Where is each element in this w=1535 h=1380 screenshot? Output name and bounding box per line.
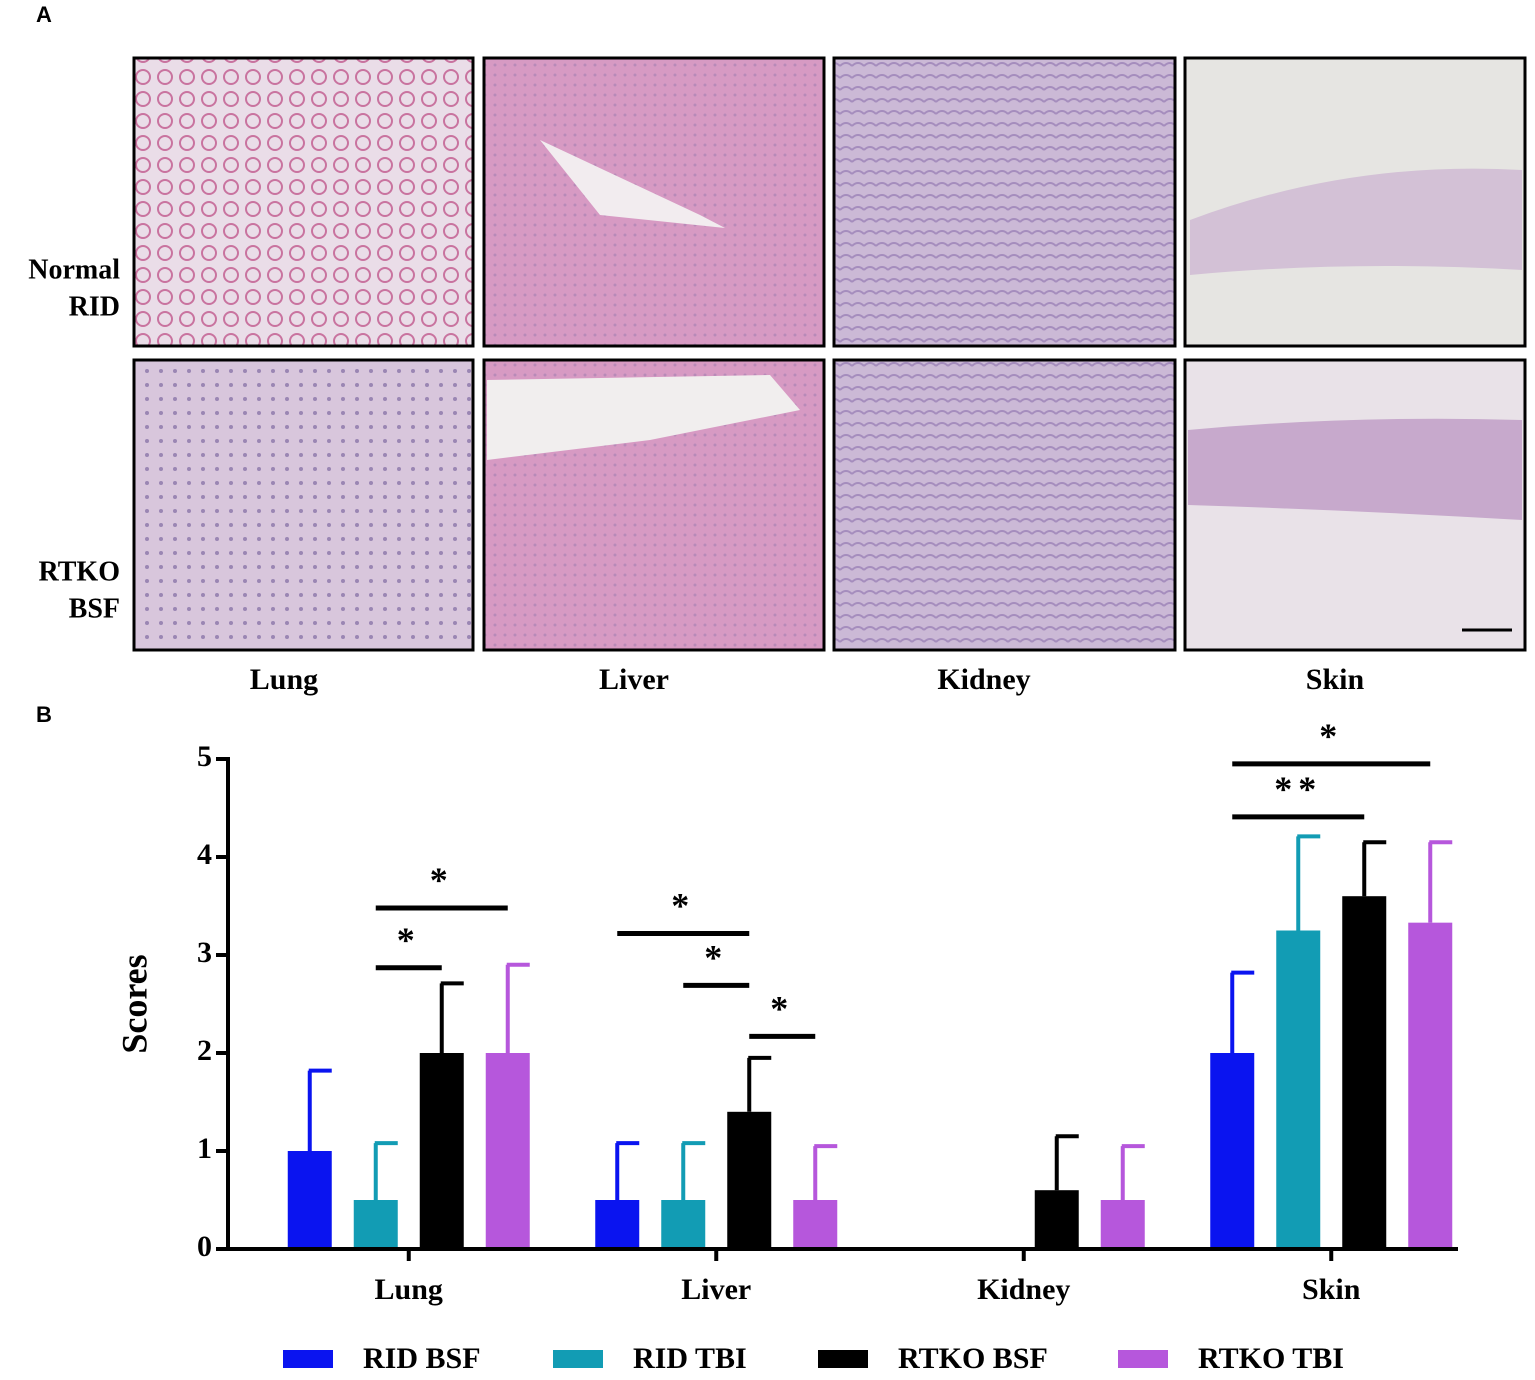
y-tick-label: 0 xyxy=(197,1230,212,1263)
bar xyxy=(485,1053,530,1249)
error-bar xyxy=(1120,1144,1145,1200)
vessel xyxy=(540,140,725,228)
legend-label: RTKO BSF xyxy=(898,1342,1048,1375)
y-tick-label: 3 xyxy=(197,936,212,969)
row-label: Normal xyxy=(28,254,120,285)
y-tick-label: 2 xyxy=(197,1034,212,1067)
row-label: RID xyxy=(69,291,120,322)
bar xyxy=(1100,1200,1145,1249)
significance-label: * xyxy=(397,920,421,960)
significance-label: * xyxy=(770,989,794,1029)
vessel xyxy=(487,375,800,460)
bar xyxy=(287,1151,332,1249)
bar xyxy=(1342,896,1387,1249)
column-label: Lung xyxy=(250,663,318,696)
image-kidney-rtko xyxy=(832,358,1177,652)
column-label: Kidney xyxy=(937,663,1030,696)
error-bar xyxy=(505,962,530,1053)
legend-label: RTKO TBI xyxy=(1198,1342,1344,1375)
significance-label: * xyxy=(430,860,454,900)
error-bar xyxy=(681,1141,706,1200)
column-label: Liver xyxy=(599,663,669,696)
error-bar xyxy=(1296,834,1321,931)
significance-label: * xyxy=(671,886,695,926)
tissue xyxy=(1190,168,1522,275)
bar xyxy=(1210,1053,1255,1249)
x-tick-label: Kidney xyxy=(977,1273,1070,1306)
error-bar xyxy=(615,1141,640,1200)
bar xyxy=(727,1111,772,1249)
bar xyxy=(793,1200,838,1249)
legend-swatch xyxy=(553,1350,603,1368)
x-tick-label: Lung xyxy=(375,1273,443,1306)
error-bar xyxy=(747,1055,772,1112)
image-lung-rtko xyxy=(132,358,475,652)
panel-label: B xyxy=(36,702,52,727)
bar xyxy=(1276,930,1321,1249)
error-bar xyxy=(439,981,464,1053)
error-bar xyxy=(1230,970,1255,1053)
column-label: Skin xyxy=(1306,663,1365,696)
panel-label: A xyxy=(36,2,52,27)
legend-label: RID BSF xyxy=(363,1342,481,1375)
x-tick-label: Skin xyxy=(1302,1273,1361,1306)
legend-label: RID TBI xyxy=(633,1342,747,1375)
bar xyxy=(661,1200,706,1249)
tissue xyxy=(1188,418,1522,520)
error-bar xyxy=(307,1068,332,1151)
panel-a-images xyxy=(132,56,1527,652)
error-bar xyxy=(1362,840,1387,897)
bar xyxy=(353,1200,398,1249)
legend-swatch xyxy=(283,1350,333,1368)
bar xyxy=(1408,922,1453,1249)
row-label: RTKO xyxy=(39,556,120,587)
y-tick-label: 1 xyxy=(197,1132,212,1165)
error-bar xyxy=(1428,840,1453,923)
error-bar xyxy=(1054,1134,1079,1191)
error-bar xyxy=(373,1141,398,1200)
y-tick-label: 4 xyxy=(197,838,212,871)
bar xyxy=(419,1053,464,1249)
significance-label: ** xyxy=(1274,769,1322,809)
row-label: BSF xyxy=(69,593,120,624)
significance-label: * xyxy=(1319,716,1343,756)
x-tick-label: Liver xyxy=(681,1273,751,1306)
y-tick-label: 5 xyxy=(197,740,212,773)
legend-swatch xyxy=(818,1350,868,1368)
image-lung-normal xyxy=(132,56,475,348)
error-bar xyxy=(813,1144,838,1200)
significance-label: * xyxy=(704,938,728,978)
bar xyxy=(595,1200,640,1249)
bar xyxy=(1034,1190,1079,1249)
y-axis-label: Scores xyxy=(114,954,154,1053)
legend-swatch xyxy=(1118,1350,1168,1368)
image-kidney-normal xyxy=(832,56,1177,348)
